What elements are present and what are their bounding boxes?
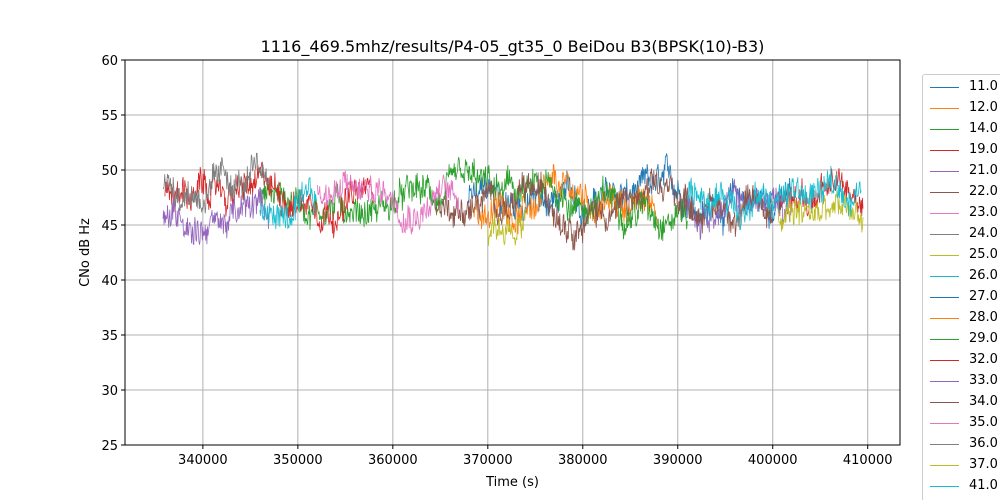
- legend-label: 24.0: [969, 226, 998, 241]
- legend-item: 21.0: [923, 161, 1000, 181]
- series-line-26.0: [259, 176, 318, 230]
- legend-item: 41.0: [923, 476, 1000, 496]
- legend-item: 11.0: [923, 77, 1000, 97]
- series-line-14.0: [259, 157, 688, 242]
- legend-item: 25.0: [923, 245, 1000, 265]
- legend-item: 29.0: [923, 329, 1000, 349]
- legend-swatch: [930, 318, 959, 319]
- legend-item: 12.0: [923, 98, 1000, 118]
- series-line-26.0: [686, 165, 862, 231]
- plot-frame: [124, 59, 901, 446]
- legend-swatch: [930, 444, 959, 445]
- legend-label: 32.0: [969, 352, 998, 367]
- y-tick-label: 45: [101, 219, 118, 234]
- legend-swatch: [930, 486, 959, 487]
- legend-swatch: [930, 339, 959, 340]
- y-tick-label: 50: [101, 164, 118, 179]
- legend-item: 33.0: [923, 371, 1000, 391]
- series-line-21.0: [162, 187, 270, 246]
- legend-item: 19.0: [923, 140, 1000, 160]
- legend-swatch: [930, 360, 959, 361]
- legend-item: 35.0: [923, 413, 1000, 433]
- legend-swatch: [930, 213, 959, 214]
- legend-label: 29.0: [969, 331, 998, 346]
- legend-item: 34.0: [923, 392, 1000, 412]
- y-tick-label: 60: [101, 54, 118, 69]
- legend-label: 14.0: [969, 121, 998, 136]
- series-line-24.0: [162, 152, 270, 214]
- chart-title: 1116_469.5mhz/results/P4-05_gt35_0 BeiDo…: [261, 37, 765, 57]
- legend-label: 21.0: [969, 163, 998, 178]
- y-axis-label: CNo dB Hz: [78, 218, 93, 287]
- legend-swatch: [930, 192, 959, 193]
- legend-swatch: [930, 465, 959, 466]
- y-tick-label: 55: [101, 109, 118, 124]
- legend-label: 36.0: [969, 436, 998, 451]
- legend-item: 22.0: [923, 182, 1000, 202]
- series-line-25.0: [487, 208, 526, 247]
- legend-label: 23.0: [969, 205, 998, 220]
- legend-swatch: [930, 402, 959, 403]
- legend-swatch: [930, 87, 959, 88]
- legend-swatch: [930, 255, 959, 256]
- legend-label: 22.0: [969, 184, 998, 199]
- legend-item: 24.0: [923, 224, 1000, 244]
- legend: 11.0 12.0 14.0 19.0 21.0 22.0 23.0 24.0 25.0 26.0…: [922, 74, 1000, 500]
- x-axis-label: Time (s): [485, 475, 539, 490]
- legend-label: 27.0: [969, 289, 998, 304]
- legend-swatch: [930, 234, 959, 235]
- legend-swatch: [930, 381, 959, 382]
- legend-item: 27.0: [923, 287, 1000, 307]
- legend-swatch: [930, 276, 959, 277]
- legend-label: 41.0: [969, 478, 998, 493]
- x-tick-label: 390000: [653, 453, 703, 468]
- x-tick-label: 380000: [558, 453, 608, 468]
- legend-label: 33.0: [969, 373, 998, 388]
- legend-item: 36.0: [923, 434, 1000, 454]
- legend-swatch: [930, 150, 959, 151]
- legend-swatch: [930, 171, 959, 172]
- legend-swatch: [930, 423, 959, 424]
- series-line-21.0: [682, 179, 792, 240]
- legend-label: 34.0: [969, 394, 998, 409]
- y-tick-label: 40: [101, 274, 118, 289]
- legend-swatch: [930, 297, 959, 298]
- x-tick-label: 360000: [368, 453, 418, 468]
- y-tick-label: 25: [101, 439, 118, 454]
- x-tick-label: 400000: [748, 453, 798, 468]
- legend-label: 25.0: [969, 247, 998, 262]
- legend-item: 28.0: [923, 308, 1000, 328]
- x-tick-label: 410000: [843, 453, 893, 468]
- x-tick-label: 350000: [273, 453, 323, 468]
- legend-swatch: [930, 108, 959, 109]
- legend-label: 26.0: [969, 268, 998, 283]
- x-tick-label: 340000: [178, 453, 228, 468]
- legend-item: 32.0: [923, 350, 1000, 370]
- legend-label: 19.0: [969, 142, 998, 157]
- legend-label: 35.0: [969, 415, 998, 430]
- legend-item: 26.0: [923, 266, 1000, 286]
- legend-label: 37.0: [969, 457, 998, 472]
- legend-item: 37.0: [923, 455, 1000, 475]
- series-line-23.0: [316, 170, 460, 235]
- legend-label: 28.0: [969, 310, 998, 325]
- legend-item: 14.0: [923, 119, 1000, 139]
- series-line-19.0: [164, 161, 374, 239]
- legend-label: 11.0: [969, 79, 998, 94]
- y-tick-label: 30: [101, 384, 118, 399]
- y-tick-label: 35: [101, 329, 118, 344]
- x-tick-label: 370000: [463, 453, 513, 468]
- legend-item: 23.0: [923, 203, 1000, 223]
- legend-swatch: [930, 129, 959, 130]
- legend-label: 12.0: [969, 100, 998, 115]
